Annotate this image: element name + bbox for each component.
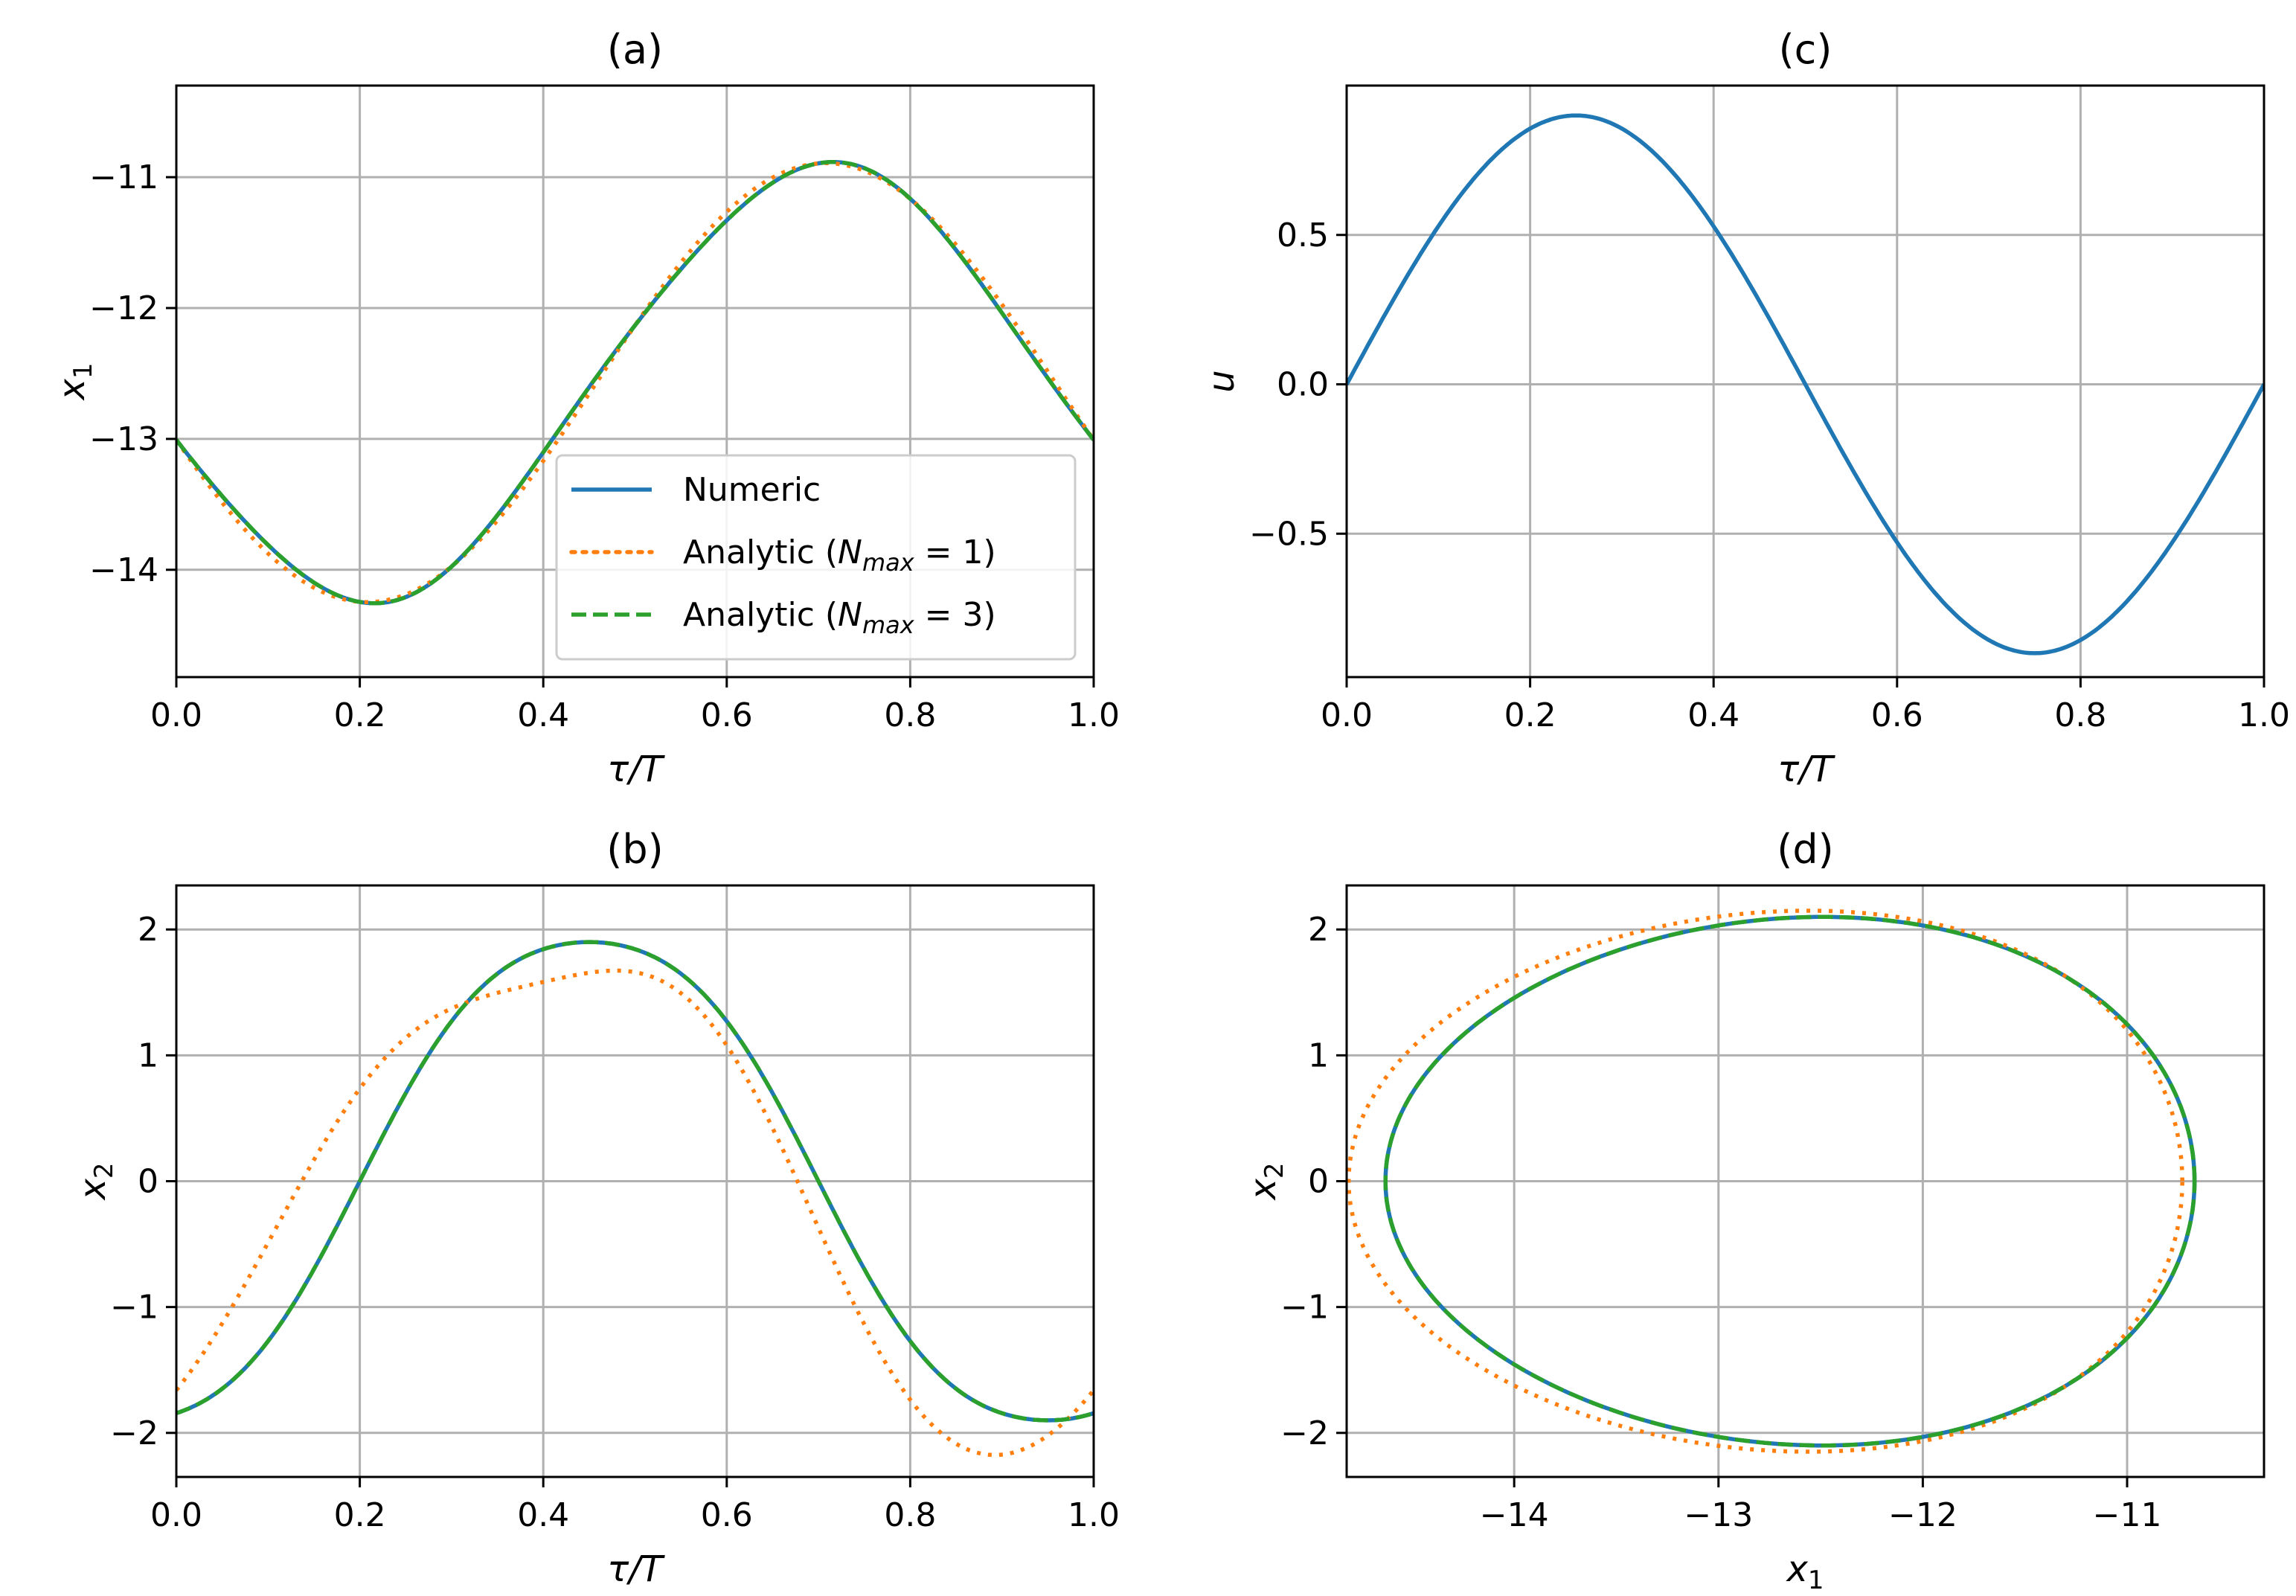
y-axis-label: x1 — [51, 362, 98, 401]
legend-label: Numeric — [683, 471, 821, 509]
panel-title: (c) — [1779, 26, 1832, 73]
x-tick-label: 0.2 — [334, 1496, 386, 1534]
x-tick-label: −11 — [2093, 1496, 2162, 1534]
plot-frame — [1345, 84, 2265, 679]
series-line-dashed — [1383, 914, 2197, 1448]
x-tick-label: 0.0 — [150, 1496, 202, 1534]
y-tick-label: −14 — [89, 551, 158, 589]
y-tick-label: −2 — [1280, 1414, 1329, 1452]
x-tick-label: 0.0 — [150, 696, 202, 734]
legend-box — [555, 454, 1077, 661]
legend-label: Analytic (Nmax = 1) — [683, 533, 996, 577]
x-tick-label: 0.2 — [1504, 696, 1556, 734]
series-line-dotted — [176, 161, 1094, 604]
x-tick-label: 0.6 — [701, 1496, 753, 1534]
x-tick-label: −13 — [1684, 1496, 1753, 1534]
x-axis-label: x1 — [1785, 1548, 1824, 1595]
y-tick-label: −2 — [110, 1414, 158, 1452]
legend-label: Analytic (Nmax = 3) — [683, 596, 996, 639]
panel-title: (d) — [1777, 826, 1833, 873]
x-tick-label: −14 — [1480, 1496, 1549, 1534]
y-tick-label: −11 — [89, 158, 158, 196]
x-tick-label: 1.0 — [1068, 696, 1120, 734]
y-axis-label: u — [1201, 370, 1242, 392]
x-tick-label: 0.4 — [1687, 696, 1739, 734]
y-tick-label: −1 — [110, 1289, 158, 1327]
x-tick-label: 1.0 — [2238, 696, 2290, 734]
x-tick-label: 0.8 — [884, 696, 936, 734]
panel-title: (b) — [606, 826, 663, 873]
x-tick-label: 1.0 — [1068, 1496, 1120, 1534]
y-tick-label: −1 — [1280, 1289, 1329, 1327]
y-tick-label: 0.0 — [1277, 366, 1329, 404]
series-line-dashed — [176, 160, 1094, 606]
series-line-dashed — [176, 940, 1094, 1423]
x-tick-label: 0.6 — [701, 696, 753, 734]
panel-title: (a) — [607, 26, 663, 73]
plot-frame — [175, 84, 1095, 679]
y-tick-label: 2 — [1308, 911, 1329, 949]
y-axis-label: x2 — [1242, 1162, 1289, 1201]
series-line-dotted — [176, 968, 1094, 1458]
x-tick-label: 0.4 — [517, 696, 569, 734]
panel-a: 0.0 0.2 0.4 0.6 0.8 1.0 −11 −12 −13 −14 (a) τ/T x1 Nu… — [51, 26, 1120, 790]
x-tick-label: 0.0 — [1321, 696, 1373, 734]
x-tick-label: 0.8 — [2054, 696, 2106, 734]
panel-d: −14 −13 −12 −11 2 1 0 −1 −2 (d) x1 x2 — [1242, 826, 2265, 1595]
y-tick-label: 1 — [1308, 1036, 1329, 1074]
y-tick-label: 1 — [138, 1036, 158, 1074]
y-axis-label: x2 — [72, 1162, 119, 1201]
y-tick-label: 0 — [1308, 1163, 1329, 1201]
y-tick-label: −0.5 — [1249, 515, 1329, 553]
y-tick-label: −13 — [89, 420, 158, 458]
y-tick-label: −12 — [89, 289, 158, 327]
x-tick-label: −12 — [1888, 1496, 1957, 1534]
series-line-solid — [1347, 113, 2264, 656]
y-tick-label: 0.5 — [1277, 217, 1329, 254]
x-axis-label: τ/T — [607, 749, 665, 790]
y-tick-label: 2 — [138, 911, 158, 949]
x-tick-label: 0.6 — [1871, 696, 1923, 734]
panel-c: 0.0 0.2 0.4 0.6 0.8 1.0 0.5 0.0 −0.5 (c) τ/T u — [1201, 26, 2290, 790]
x-axis-label: τ/T — [1777, 749, 1835, 790]
x-tick-label: 0.2 — [334, 696, 386, 734]
x-tick-label: 0.8 — [884, 1496, 936, 1534]
y-tick-label: 0 — [138, 1163, 158, 1201]
legend: Numeric Analytic (Nmax = 1) Analytic (Nmax… — [555, 454, 1077, 661]
x-axis-label: τ/T — [607, 1548, 665, 1590]
x-tick-label: 0.4 — [517, 1496, 569, 1534]
panel-b: 0.0 0.2 0.4 0.6 0.8 1.0 2 1 0 −1 −2 (b) τ/T x2 — [72, 826, 1120, 1590]
